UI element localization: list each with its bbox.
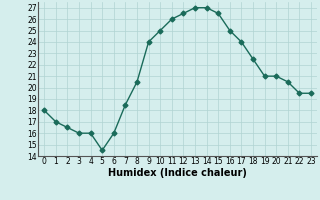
X-axis label: Humidex (Indice chaleur): Humidex (Indice chaleur): [108, 168, 247, 178]
